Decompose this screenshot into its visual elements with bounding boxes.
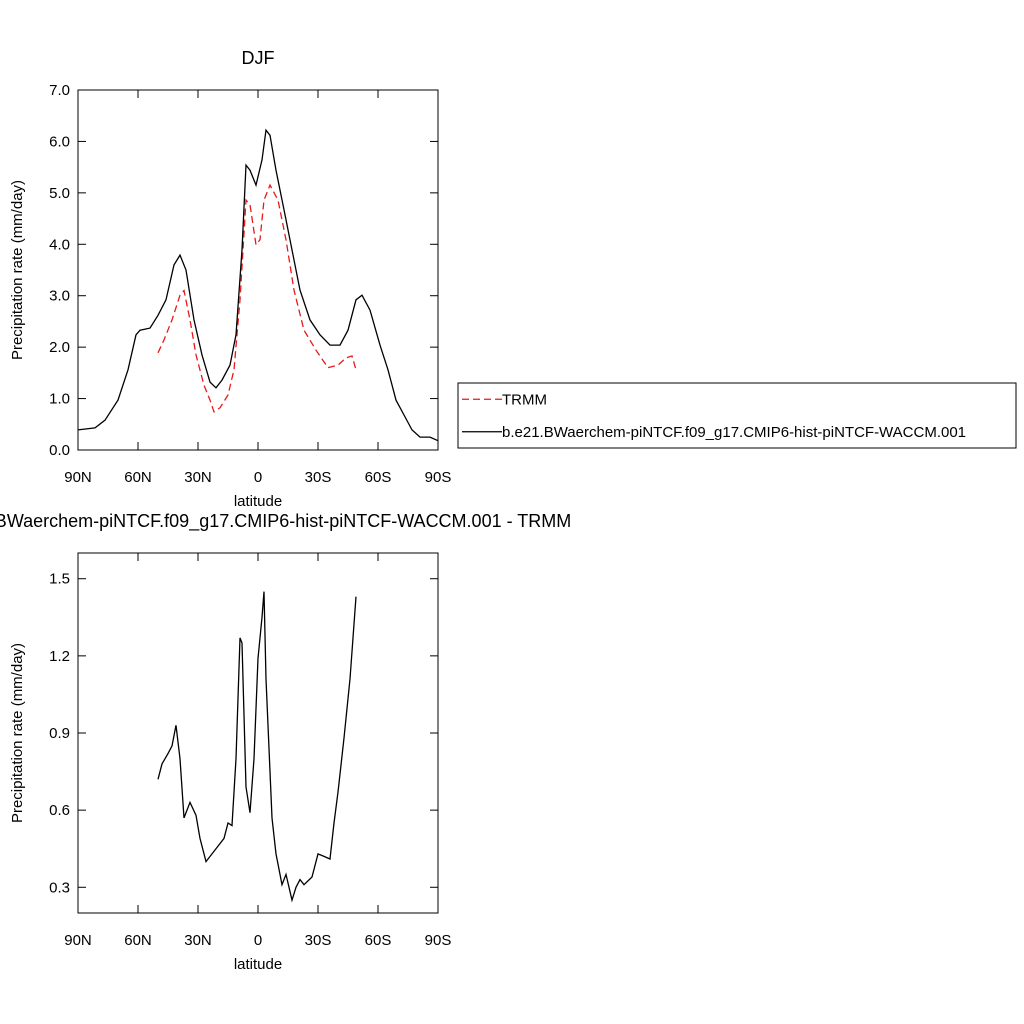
y-tick-label: 0.9 <box>49 725 70 742</box>
x-tick-label: 90N <box>64 469 92 486</box>
legend-label: b.e21.BWaerchem-piNTCF.f09_g17.CMIP6-his… <box>502 424 966 441</box>
y-tick-label: 0.3 <box>49 879 70 896</box>
x-tick-label: 60S <box>365 469 392 486</box>
y-axis-label: Precipitation rate (mm/day) <box>9 643 26 823</box>
chart-title: b.e21.BWaerchem-piNTCF.f09_g17.CMIP6-his… <box>0 511 571 532</box>
x-tick-label: 90S <box>425 932 452 949</box>
y-tick-label: 1.0 <box>49 391 70 408</box>
x-tick-label: 30S <box>305 469 332 486</box>
data-line <box>77 128 439 442</box>
y-tick-label: 3.0 <box>49 288 70 305</box>
y-axis-label: Precipitation rate (mm/day) <box>9 180 26 360</box>
y-tick-label: 1.2 <box>49 648 70 665</box>
y-tick-label: 4.0 <box>49 236 70 253</box>
legend-box <box>457 382 1017 449</box>
y-tick-label: 1.5 <box>49 571 70 588</box>
chart-title: DJF <box>242 48 275 68</box>
plot-frame <box>77 552 439 914</box>
x-tick-label: 0 <box>254 469 262 486</box>
x-tick-label: 60S <box>365 932 392 949</box>
x-tick-label: 90N <box>64 932 92 949</box>
y-tick-label: 0.0 <box>49 442 70 459</box>
x-axis-label: latitude <box>234 493 282 510</box>
x-tick-label: 60N <box>124 469 152 486</box>
legend-label: TRMM <box>502 391 547 408</box>
x-tick-label: 30S <box>305 932 332 949</box>
y-tick-label: 7.0 <box>49 82 70 99</box>
y-tick-label: 6.0 <box>49 133 70 150</box>
data-line <box>157 591 357 903</box>
x-tick-label: 90S <box>425 469 452 486</box>
x-axis-label: latitude <box>234 956 282 973</box>
plot-frame <box>77 89 439 451</box>
x-tick-label: 60N <box>124 932 152 949</box>
x-tick-label: 30N <box>184 932 212 949</box>
x-tick-label: 30N <box>184 469 212 486</box>
y-tick-label: 0.6 <box>49 802 70 819</box>
y-tick-label: 5.0 <box>49 185 70 202</box>
x-tick-label: 0 <box>254 932 262 949</box>
data-line <box>157 183 357 413</box>
y-tick-label: 2.0 <box>49 339 70 356</box>
